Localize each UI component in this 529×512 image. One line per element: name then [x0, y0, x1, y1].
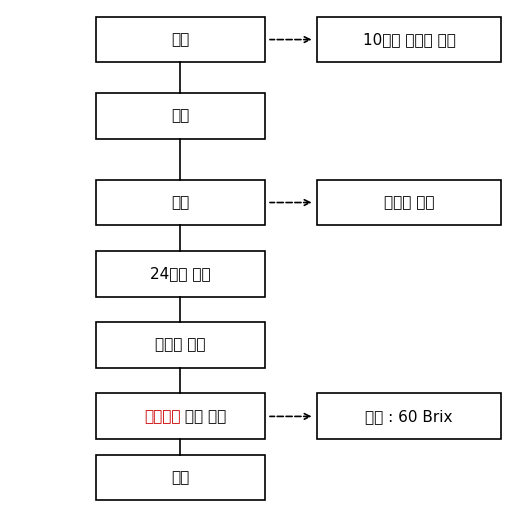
FancyBboxPatch shape [96, 251, 264, 297]
Text: 포장: 포장 [171, 470, 189, 485]
FancyBboxPatch shape [96, 93, 264, 139]
FancyBboxPatch shape [96, 180, 264, 225]
FancyBboxPatch shape [317, 394, 501, 439]
FancyBboxPatch shape [96, 322, 264, 368]
Text: 유산균 주입: 유산균 주입 [384, 195, 434, 210]
Text: 기준 : 60 Brix: 기준 : 60 Brix [366, 409, 453, 424]
FancyBboxPatch shape [317, 17, 501, 62]
Text: 엑기스 추출: 엑기스 추출 [155, 337, 206, 353]
Text: 사포닌등: 사포닌등 [144, 409, 180, 424]
Text: 홍삼: 홍삼 [171, 32, 189, 47]
FancyBboxPatch shape [96, 455, 264, 500]
Text: 살균: 살균 [171, 109, 189, 123]
Text: 냉각: 냉각 [171, 195, 189, 210]
FancyBboxPatch shape [317, 180, 501, 225]
Text: 24시간 경과: 24시간 경과 [150, 266, 211, 281]
Text: 10배의 증류수 투입: 10배의 증류수 투입 [363, 32, 455, 47]
FancyBboxPatch shape [96, 17, 264, 62]
Text: 함량 점검: 함량 점검 [180, 409, 226, 424]
FancyBboxPatch shape [96, 394, 264, 439]
